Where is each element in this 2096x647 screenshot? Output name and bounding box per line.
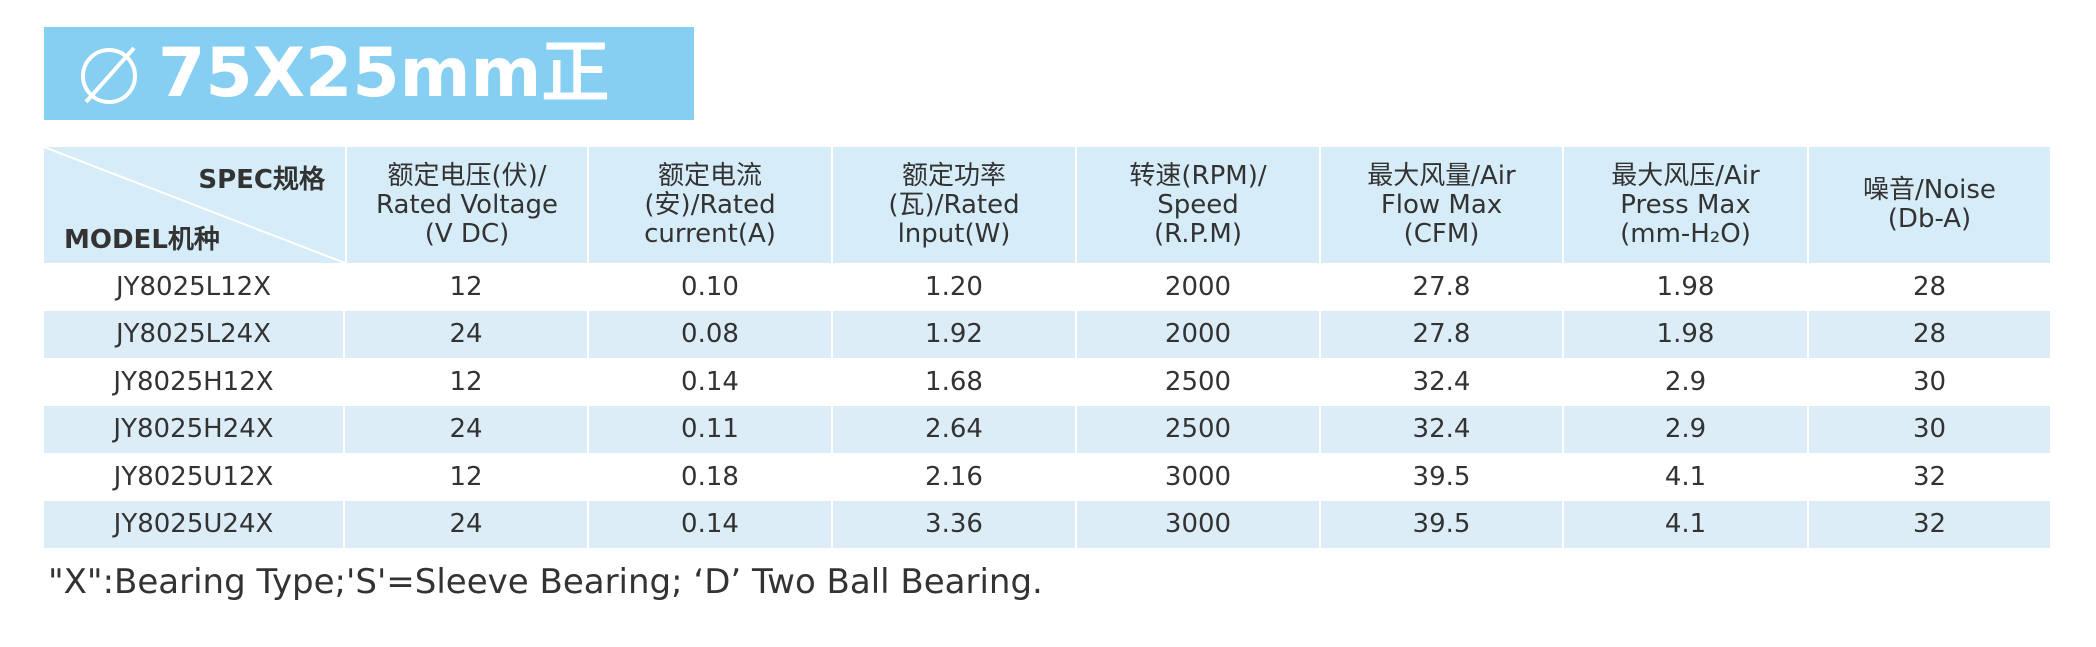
table-cell: 32 bbox=[1809, 500, 2052, 548]
header-line: 额定电流 bbox=[657, 160, 762, 191]
row-bg bbox=[44, 405, 2052, 453]
table-cell: 3000 bbox=[1077, 453, 1321, 501]
corner-diagonal bbox=[44, 147, 345, 263]
table-cell: 2000 bbox=[1077, 263, 1321, 311]
title: 75X25mm正 bbox=[158, 34, 610, 113]
table-cell: 39.5 bbox=[1321, 453, 1564, 501]
table-cell: JY8025U24X bbox=[44, 500, 345, 548]
table-cell: 2.9 bbox=[1564, 358, 1809, 406]
header-line: current(A) bbox=[644, 218, 776, 249]
table-cell: 0.14 bbox=[589, 500, 833, 548]
header-line: (mm-H₂O) bbox=[1620, 218, 1751, 249]
header-line: 转速(RPM)/ bbox=[1129, 160, 1267, 191]
table-cell: 27.8 bbox=[1321, 263, 1564, 311]
header-line: 额定电压(伏)/ bbox=[387, 160, 547, 191]
table-cell: 0.11 bbox=[589, 405, 833, 453]
table-cell: 1.98 bbox=[1564, 310, 1809, 358]
header-line: Press Max bbox=[1620, 189, 1751, 220]
table-cell: 2.64 bbox=[833, 405, 1077, 453]
table-cell: 12 bbox=[345, 358, 589, 406]
table-cell: JY8025H12X bbox=[44, 358, 345, 406]
table-cell: 24 bbox=[345, 310, 589, 358]
table-cell: JY8025L24X bbox=[44, 310, 345, 358]
header-cell: 最大风压/Air Press Max (mm-H₂O) bbox=[1564, 147, 1809, 263]
table-cell: 24 bbox=[345, 500, 589, 548]
table-cell: 28 bbox=[1809, 310, 2052, 358]
table-cell: 39.5 bbox=[1321, 500, 1564, 548]
table-cell: 27.8 bbox=[1321, 310, 1564, 358]
corner-bottom: MODEL机种 bbox=[64, 225, 220, 255]
table-cell: 28 bbox=[1809, 263, 2052, 311]
header-line: (R.P.M) bbox=[1153, 218, 1243, 249]
header-cell: 额定电压(伏)/Rated Voltage (V DC) bbox=[345, 147, 589, 263]
table-cell: 24 bbox=[345, 405, 589, 453]
table-cell: 0.14 bbox=[589, 358, 833, 406]
row-bg bbox=[44, 310, 2052, 358]
header-line: (瓦)/Rated bbox=[888, 189, 1020, 220]
table-cell: JY8025L12X bbox=[44, 263, 345, 311]
title-banner bbox=[44, 27, 694, 120]
table-cell: 0.18 bbox=[589, 453, 833, 501]
header-bg bbox=[44, 147, 2052, 263]
table-cell: 3.36 bbox=[833, 500, 1077, 548]
table-cell: JY8025H24X bbox=[44, 405, 345, 453]
table-cell: 1.20 bbox=[833, 263, 1077, 311]
header-cell: 最大风量/Air Flow Max (CFM) bbox=[1321, 147, 1564, 263]
footnote: "X":Bearing Type;'S'=Sleeve Bearing; ‘D’… bbox=[48, 562, 1043, 602]
header-line: lnput(W) bbox=[897, 218, 1011, 249]
corner-top: SPEC规格 bbox=[198, 165, 325, 195]
table-cell: 0.10 bbox=[589, 263, 833, 311]
table-cell: 3000 bbox=[1077, 500, 1321, 548]
table-cell: 30 bbox=[1809, 405, 2052, 453]
table-cell: 1.92 bbox=[833, 310, 1077, 358]
table-cell: 4.1 bbox=[1564, 500, 1809, 548]
header-line: 噪音/Noise bbox=[1863, 175, 1996, 205]
header-cell: 转速(RPM)/Speed (R.P.M) bbox=[1077, 147, 1321, 263]
header-line: (Db-A) bbox=[1887, 204, 1972, 234]
header-line: Rated Voltage bbox=[376, 189, 558, 220]
table-cell: 2.16 bbox=[833, 453, 1077, 501]
table-cell: 12 bbox=[345, 453, 589, 501]
header-line: (V DC) bbox=[424, 218, 510, 249]
table-cell: 2500 bbox=[1077, 358, 1321, 406]
table-cell: 1.98 bbox=[1564, 263, 1809, 311]
header-cell: 额定功率 (瓦)/Rated lnput(W) bbox=[833, 147, 1077, 263]
table-cell: 0.08 bbox=[589, 310, 833, 358]
table-cell: 32.4 bbox=[1321, 358, 1564, 406]
header-cell: 额定电流 (安)/Rated current(A) bbox=[589, 147, 833, 263]
header-line: (CFM) bbox=[1403, 218, 1480, 249]
table-cell: 32 bbox=[1809, 453, 2052, 501]
header-cell: 噪音/Noise (Db-A) bbox=[1809, 147, 2052, 263]
table-cell: 1.68 bbox=[833, 358, 1077, 406]
header-line: 最大风量/Air bbox=[1367, 160, 1516, 191]
header-line: Speed bbox=[1157, 189, 1239, 220]
header-line: (安)/Rated bbox=[644, 189, 776, 220]
table-cell: 30 bbox=[1809, 358, 2052, 406]
header-line: Flow Max bbox=[1380, 189, 1503, 220]
header-line: 额定功率 bbox=[901, 160, 1006, 191]
table-cell: 32.4 bbox=[1321, 405, 1564, 453]
table-cell: 4.1 bbox=[1564, 453, 1809, 501]
header-line: 最大风压/Air bbox=[1611, 160, 1760, 191]
table-cell: 2500 bbox=[1077, 405, 1321, 453]
table-cell: JY8025U12X bbox=[44, 453, 345, 501]
table-cell: 12 bbox=[345, 263, 589, 311]
diameter-icon bbox=[81, 46, 137, 104]
table-cell: 2000 bbox=[1077, 310, 1321, 358]
row-bg bbox=[44, 500, 2052, 548]
table-cell: 2.9 bbox=[1564, 405, 1809, 453]
